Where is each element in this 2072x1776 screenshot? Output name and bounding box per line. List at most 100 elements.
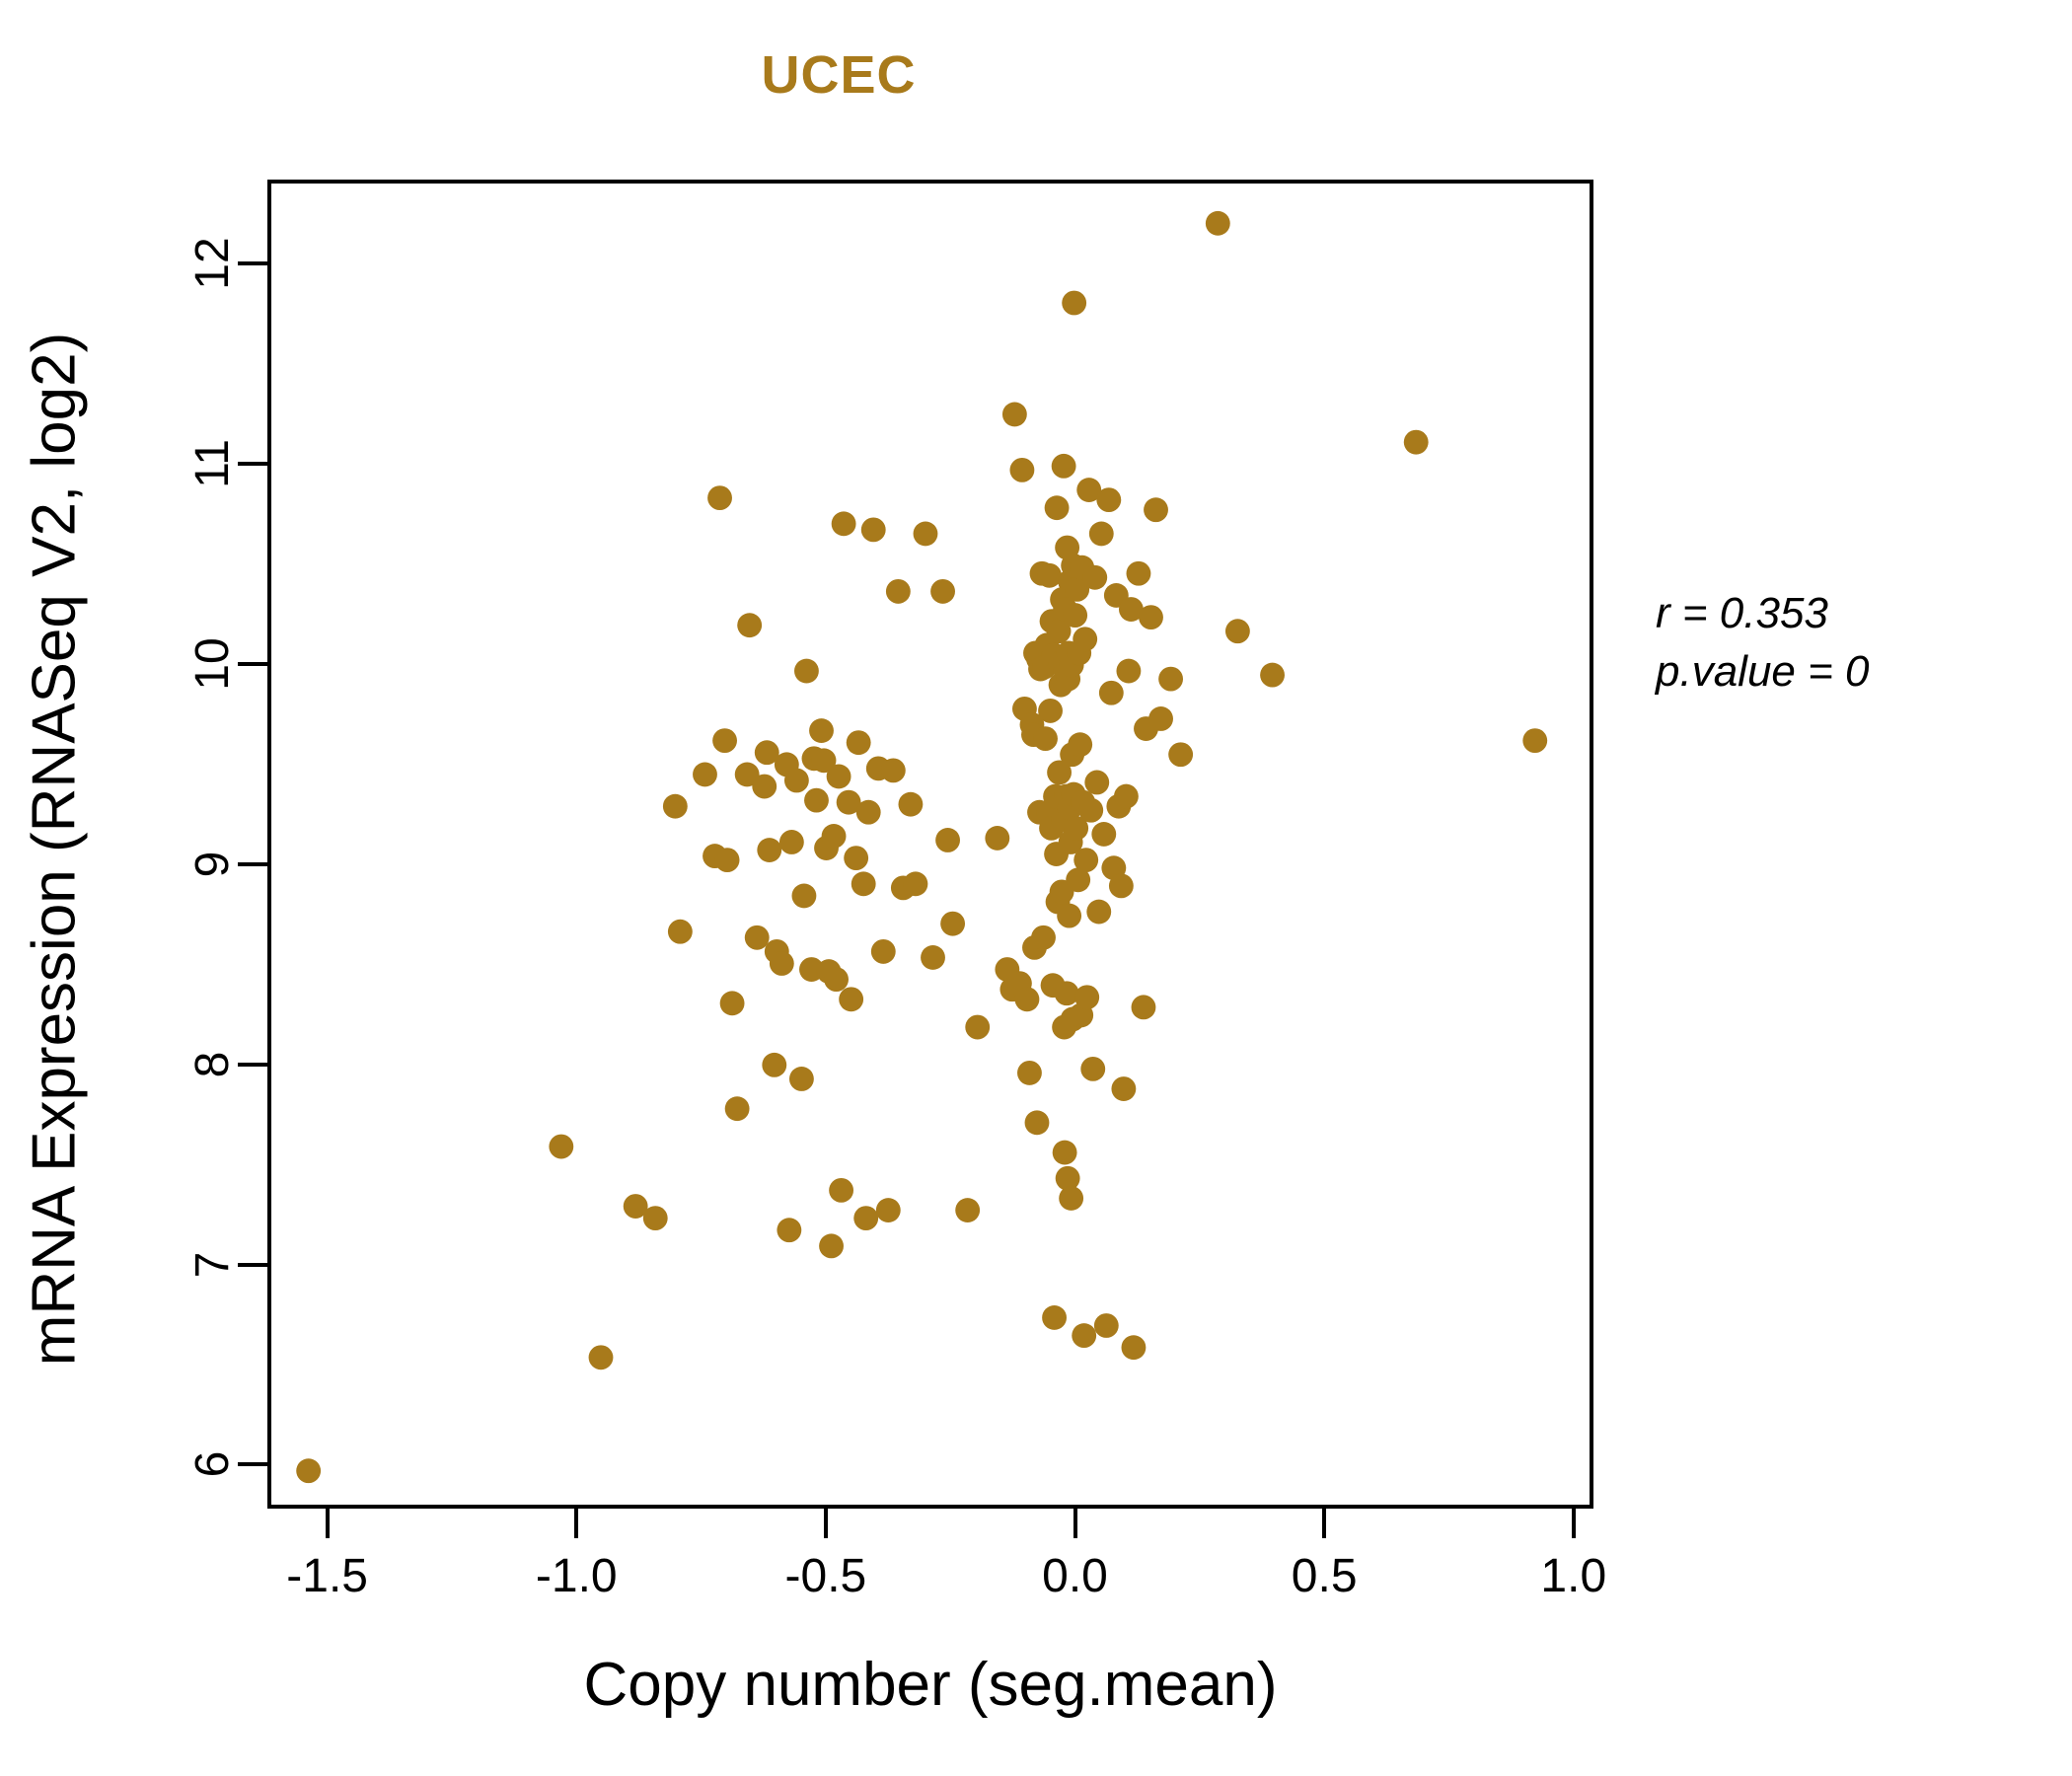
scatter-point bbox=[667, 919, 693, 944]
scatter-point bbox=[1054, 981, 1079, 1006]
scatter-point bbox=[1080, 1056, 1106, 1081]
scatter-point bbox=[1047, 760, 1073, 785]
scatter-point bbox=[1121, 1335, 1147, 1361]
scatter-point bbox=[965, 1014, 991, 1040]
y-axis-tick bbox=[238, 261, 267, 266]
scatter-point bbox=[762, 1052, 787, 1077]
scatter-point bbox=[1091, 821, 1117, 847]
scatter-point bbox=[734, 762, 760, 787]
scatter-point bbox=[754, 740, 779, 766]
y-axis-tick-label: 10 bbox=[185, 637, 239, 691]
scatter-point bbox=[588, 1345, 614, 1370]
scatter-point bbox=[1126, 560, 1151, 586]
scatter-point bbox=[985, 826, 1010, 851]
scatter-point bbox=[880, 758, 906, 783]
scatter-point bbox=[719, 991, 745, 1016]
scatter-point bbox=[1072, 1323, 1097, 1349]
scatter-point bbox=[1051, 453, 1076, 479]
scatter-point bbox=[1158, 666, 1184, 692]
x-axis-tick bbox=[1322, 1509, 1327, 1538]
x-axis-tick bbox=[574, 1509, 579, 1538]
scatter-point bbox=[1082, 564, 1108, 590]
scatter-point bbox=[1062, 290, 1087, 316]
scatter-point bbox=[831, 511, 856, 537]
scatter-point bbox=[1148, 706, 1173, 731]
scatter-point bbox=[935, 828, 961, 852]
y-axis-tick-label: 9 bbox=[185, 851, 239, 878]
y-axis-tick bbox=[238, 462, 267, 467]
scatter-point bbox=[875, 1198, 901, 1222]
scatter-point bbox=[1078, 797, 1104, 823]
scatter-point bbox=[642, 1206, 668, 1231]
scatter-point bbox=[821, 824, 847, 849]
scatter-point bbox=[811, 748, 837, 774]
scatter-point bbox=[870, 938, 896, 964]
scatter-point bbox=[903, 871, 928, 897]
scatter-point bbox=[777, 1218, 802, 1243]
scatter-point bbox=[836, 789, 861, 815]
scatter-point bbox=[1066, 867, 1091, 893]
scatter-point bbox=[623, 1194, 648, 1219]
scatter-point bbox=[707, 485, 732, 511]
x-axis-tick-label: -1.0 bbox=[535, 1550, 618, 1602]
scatter-point bbox=[853, 1206, 879, 1231]
y-axis-tick-label: 6 bbox=[185, 1451, 239, 1478]
stats-annotation: r = 0.353 p.value = 0 bbox=[1656, 584, 2050, 702]
scatter-point bbox=[693, 762, 717, 787]
scatter-point bbox=[824, 967, 849, 993]
scatter-point bbox=[1065, 576, 1090, 602]
scatter-point bbox=[1055, 1165, 1080, 1191]
scatter-point bbox=[1076, 478, 1102, 502]
y-axis-tick-label: 7 bbox=[185, 1251, 239, 1278]
x-axis-tick-label: -0.5 bbox=[784, 1550, 867, 1602]
scatter-point bbox=[769, 951, 794, 976]
x-axis-tick-label: -1.5 bbox=[286, 1550, 368, 1602]
scatter-point bbox=[788, 1067, 814, 1091]
scatter-point bbox=[1522, 728, 1548, 754]
y-axis-tick bbox=[238, 1062, 267, 1067]
scatter-point bbox=[826, 764, 851, 789]
scatter-point bbox=[1017, 1060, 1042, 1085]
correlation-value: r = 0.353 bbox=[1656, 589, 1828, 637]
x-axis-tick bbox=[1073, 1509, 1077, 1538]
scatter-point bbox=[844, 846, 869, 871]
scatter-point bbox=[851, 871, 876, 897]
scatter-point bbox=[1096, 487, 1122, 513]
x-axis-tick-label: 1.0 bbox=[1540, 1550, 1607, 1602]
scatter-point bbox=[712, 728, 737, 754]
scatter-point bbox=[662, 793, 688, 819]
y-axis-tick bbox=[238, 1462, 267, 1467]
scatter-point bbox=[1073, 627, 1098, 652]
plot-frame bbox=[267, 180, 1593, 1509]
scatter-point bbox=[1014, 987, 1040, 1012]
scatter-point bbox=[1144, 497, 1168, 523]
y-axis-tick-label: 8 bbox=[185, 1051, 239, 1077]
scatter-point bbox=[791, 883, 817, 909]
scatter-point bbox=[1116, 658, 1142, 684]
y-axis-tick-label: 12 bbox=[185, 237, 239, 290]
scatter-point bbox=[804, 787, 829, 813]
scatter-point bbox=[1084, 770, 1110, 795]
scatter-point bbox=[778, 830, 804, 854]
pvalue-value: p.value = 0 bbox=[1656, 647, 1870, 697]
scatter-point bbox=[860, 517, 886, 543]
scatter-point bbox=[752, 774, 777, 799]
scatter-point bbox=[855, 799, 881, 825]
scatter-point bbox=[1068, 732, 1093, 758]
scatter-point bbox=[1009, 457, 1035, 482]
scatter-point bbox=[1074, 985, 1100, 1010]
x-axis-title: Copy number (seg.mean) bbox=[583, 1651, 1278, 1719]
scatter-point bbox=[846, 730, 871, 756]
y-axis-tick bbox=[238, 1262, 267, 1267]
page-title: UCEC bbox=[761, 45, 917, 105]
scatter-point bbox=[930, 578, 955, 604]
scatter-point bbox=[783, 768, 809, 793]
scatter-point bbox=[1044, 495, 1070, 521]
scatter-point bbox=[1037, 562, 1062, 588]
scatter-point bbox=[1038, 698, 1063, 723]
scatter-point bbox=[744, 925, 770, 950]
scatter-point bbox=[1059, 1186, 1084, 1211]
scatter-point bbox=[1088, 521, 1114, 547]
scatter-svg bbox=[296, 210, 1548, 1484]
